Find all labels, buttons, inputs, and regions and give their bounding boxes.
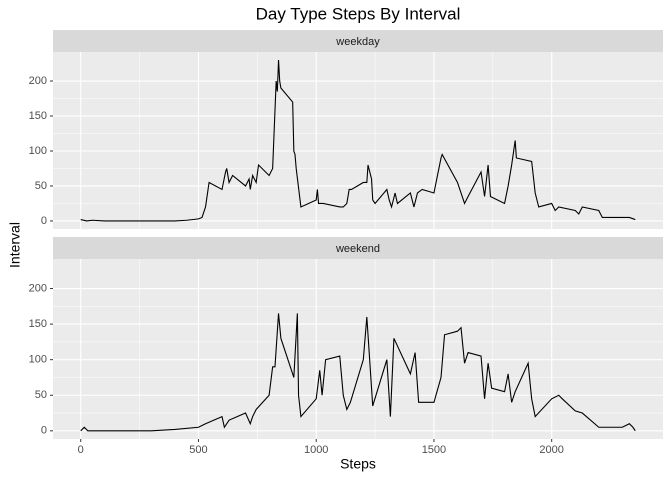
x-axis-title: Steps: [340, 456, 376, 472]
x-tick-label: 500: [189, 444, 207, 456]
chart-title: Day Type Steps By Interval: [256, 4, 461, 23]
line: [80, 313, 636, 432]
x-tick-label: 1500: [422, 444, 446, 456]
y-tick-label: 0: [41, 425, 47, 437]
y-tick-label: 50: [35, 180, 47, 192]
y-tick-label: 200: [29, 282, 47, 294]
strip-label: weekend: [335, 243, 380, 255]
y-tick-label: 150: [29, 318, 47, 330]
strip-label: weekday: [335, 36, 380, 48]
y-tick-label: 0: [41, 215, 47, 227]
x-tick-label: 1000: [304, 444, 328, 456]
panel: [53, 259, 663, 439]
x-tick-label: 2000: [539, 444, 563, 456]
y-tick-label: 150: [29, 110, 47, 122]
strip: [53, 237, 663, 259]
y-tick-label: 100: [29, 354, 47, 366]
y-tick-label: 100: [29, 145, 47, 157]
line: [80, 60, 636, 222]
y-tick-label: 200: [29, 75, 47, 87]
panel: [53, 52, 663, 229]
y-tick-label: 50: [35, 389, 47, 401]
y-axis-title: Interval: [7, 222, 23, 268]
x-tick-label: 0: [78, 444, 84, 456]
strip: [53, 30, 663, 52]
